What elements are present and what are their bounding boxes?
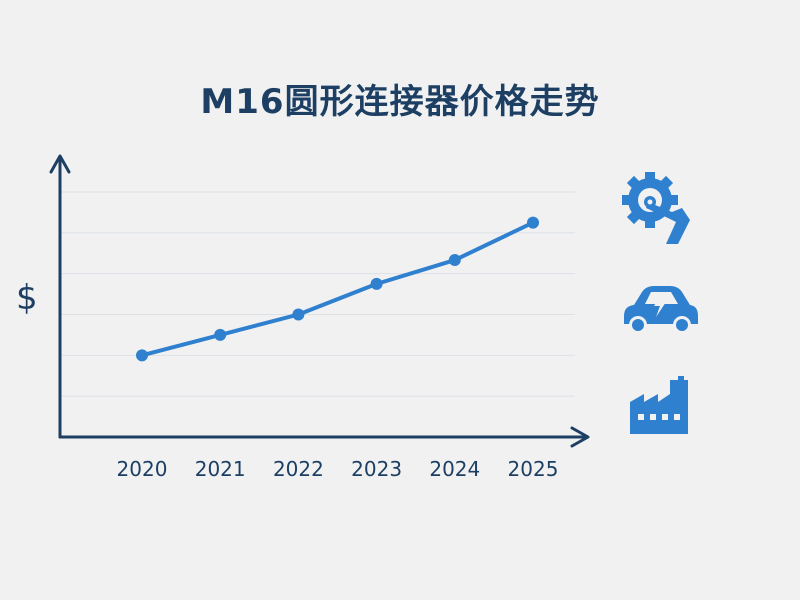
data-points: [136, 216, 539, 362]
data-point-2020: [136, 349, 148, 362]
x-tick-label-2025: 2025: [508, 457, 559, 481]
data-point-2022: [292, 308, 305, 321]
factory-icon: [626, 372, 698, 436]
y-axis-label: $: [16, 278, 38, 318]
x-tick-label-2024: 2024: [429, 457, 480, 481]
data-point-2024: [448, 254, 461, 267]
data-point-2025: [527, 216, 539, 229]
electric-car-icon: [618, 280, 702, 336]
gear-robot-arm-icon: [620, 168, 700, 248]
data-point-2023: [370, 277, 383, 290]
chart-title: M16圆形连接器价格走势: [200, 82, 600, 122]
series-line: [140, 220, 535, 358]
grid: [60, 191, 575, 397]
axes: [49, 154, 590, 448]
x-tick-label-2020: 2020: [117, 457, 168, 481]
data-point-2021: [214, 328, 227, 341]
x-tick-labels: 2020 2021 2022 2023 2024 2025: [117, 457, 559, 481]
x-tick-label-2021: 2021: [195, 457, 246, 481]
y-axis-arrow: [49, 154, 71, 174]
x-axis-arrow: [570, 426, 590, 448]
x-tick-label-2023: 2023: [351, 457, 402, 481]
x-tick-label-2022: 2022: [273, 457, 324, 481]
series-line-path: [140, 220, 535, 358]
